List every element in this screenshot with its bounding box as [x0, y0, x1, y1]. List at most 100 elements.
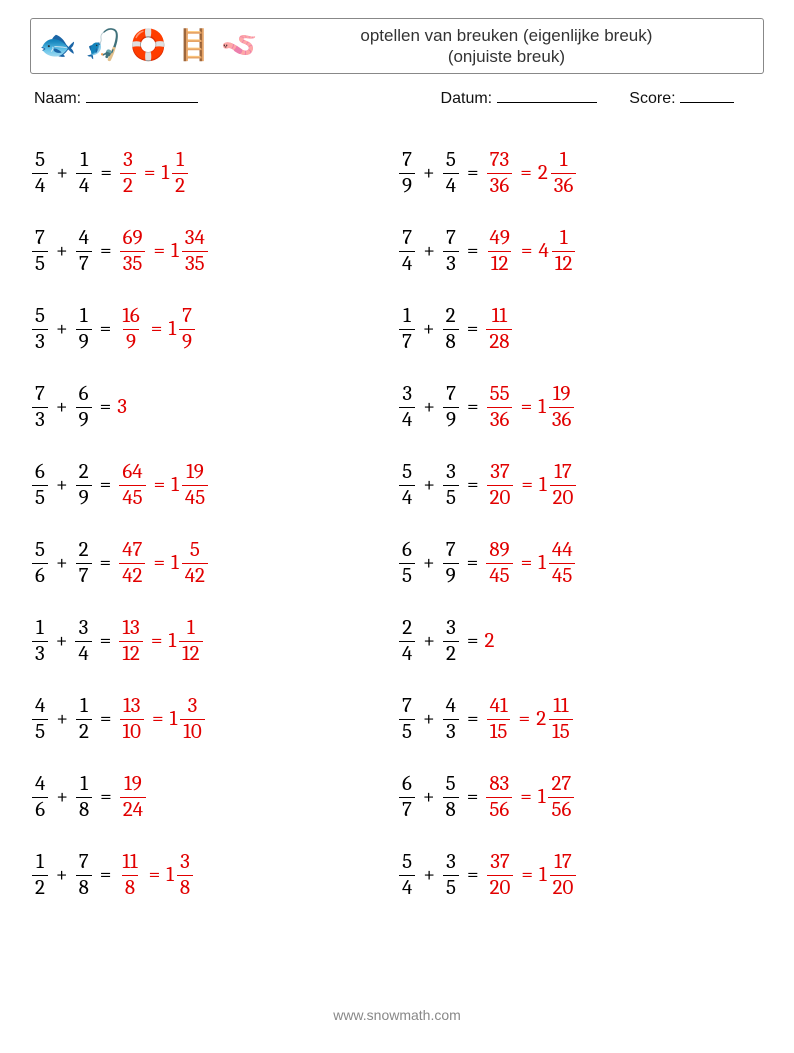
equals-sign: = — [100, 785, 112, 809]
plus-sign: + — [423, 473, 435, 497]
fraction: 1936 — [549, 384, 575, 431]
problem-row: 74+73=4912=4112 — [397, 212, 764, 290]
fraction: 56 — [32, 540, 48, 587]
problem-row: 45+12=1310=1310 — [30, 680, 397, 758]
fraction: 14 — [76, 150, 92, 197]
plus-sign: + — [423, 239, 435, 263]
fraction: 32 — [443, 618, 459, 665]
icon-row: 🐟🎣🛟🪜🪱 — [39, 31, 258, 61]
fraction: 3720 — [487, 462, 514, 509]
worksheet-title: optellen van breuken (eigenlijke breuk) … — [258, 25, 755, 68]
fraction: 73 — [32, 384, 48, 431]
fraction: 1924 — [120, 774, 146, 821]
mixed-number: 112 — [162, 150, 191, 197]
equals-sign: = — [100, 161, 112, 185]
equals-sign: = — [100, 863, 112, 887]
mixed-number: 2136 — [538, 150, 578, 197]
fraction: 542 — [182, 540, 208, 587]
fraction: 4115 — [487, 696, 511, 743]
fraction: 78 — [76, 852, 92, 899]
mixed-number: 1112 — [168, 618, 204, 665]
decoration-icon-1: 🎣 — [84, 31, 121, 61]
fraction: 3720 — [487, 852, 514, 899]
fraction: 65 — [399, 540, 415, 587]
problem-row: 13+34=1312=1112 — [30, 602, 397, 680]
score-blank[interactable] — [680, 88, 734, 103]
fraction: 118 — [119, 852, 140, 899]
plus-sign: + — [56, 629, 68, 653]
problem-row: 34+79=5536=11936 — [397, 368, 764, 446]
problem-row: 24+32=2 — [397, 602, 764, 680]
problem-row: 12+78=118=138 — [30, 836, 397, 914]
fraction: 27 — [76, 540, 92, 587]
date-blank[interactable] — [497, 88, 597, 103]
mixed-number: 138 — [166, 852, 195, 899]
fraction: 4912 — [487, 228, 513, 275]
problem-row: 54+35=3720=11720 — [397, 446, 764, 524]
equals-sign: = — [519, 707, 531, 731]
problem-row: 67+58=8356=12756 — [397, 758, 764, 836]
fraction: 79 — [179, 306, 195, 353]
fraction: 1310 — [120, 696, 144, 743]
equals-sign: = — [467, 161, 479, 185]
fraction: 1128 — [486, 306, 512, 353]
equals-sign: = — [152, 707, 164, 731]
fraction: 6445 — [119, 462, 145, 509]
equals-sign: = — [153, 551, 165, 575]
fraction: 43 — [443, 696, 459, 743]
name-label: Naam: — [34, 90, 81, 107]
plus-sign: + — [423, 551, 435, 575]
plus-sign: + — [423, 629, 435, 653]
equals-sign: = — [144, 161, 156, 185]
fraction: 4742 — [119, 540, 145, 587]
fraction: 24 — [399, 618, 415, 665]
plus-sign: + — [423, 863, 435, 887]
fraction: 75 — [399, 696, 415, 743]
fraction: 54 — [32, 150, 48, 197]
equals-sign: = — [100, 551, 112, 575]
fraction: 18 — [76, 774, 92, 821]
equals-sign: = — [521, 395, 533, 419]
fraction: 38 — [177, 852, 193, 899]
equals-sign: = — [151, 629, 163, 653]
fraction: 29 — [76, 462, 92, 509]
fraction: 3435 — [182, 228, 208, 275]
fraction: 112 — [179, 618, 203, 665]
worksheet-page: 🐟🎣🛟🪜🪱 optellen van breuken (eigenlijke b… — [0, 0, 794, 1053]
fraction: 47 — [76, 228, 92, 275]
right-column: 79+54=7336=213674+73=4912=411217+28=1128… — [397, 134, 764, 914]
fraction: 2756 — [548, 774, 574, 821]
equals-sign: = — [467, 707, 479, 731]
meta-row: Naam: Datum: Score: — [34, 88, 760, 108]
fraction: 75 — [32, 228, 48, 275]
plus-sign: + — [56, 785, 68, 809]
equals-sign: = — [467, 863, 479, 887]
fraction: 12 — [172, 150, 188, 197]
decoration-icon-2: 🛟 — [130, 31, 167, 61]
fraction: 19 — [76, 306, 92, 353]
plus-sign: + — [423, 785, 435, 809]
integer-answer: 2 — [485, 629, 495, 653]
plus-sign: + — [423, 395, 435, 419]
equals-sign: = — [467, 317, 479, 341]
footer-url: www.snowmath.com — [0, 1007, 794, 1023]
fraction: 79 — [443, 384, 459, 431]
equals-sign: = — [149, 863, 161, 887]
fraction: 32 — [120, 150, 136, 197]
fraction: 8945 — [486, 540, 512, 587]
equals-sign: = — [520, 161, 532, 185]
name-field: Naam: — [34, 88, 441, 108]
problem-row: 73+69=3 — [30, 368, 397, 446]
fraction: 112 — [552, 228, 576, 275]
equals-sign: = — [154, 239, 166, 263]
name-blank[interactable] — [86, 88, 198, 103]
problems-area: 54+14=32=11275+47=6935=1343553+19=169=17… — [30, 134, 764, 914]
fraction: 45 — [32, 696, 48, 743]
equals-sign: = — [100, 239, 112, 263]
mixed-number: 11936 — [538, 384, 576, 431]
fraction: 136 — [551, 150, 577, 197]
problem-row: 65+29=6445=11945 — [30, 446, 397, 524]
fraction: 54 — [443, 150, 459, 197]
equals-sign: = — [467, 473, 479, 497]
equals-sign: = — [100, 473, 112, 497]
